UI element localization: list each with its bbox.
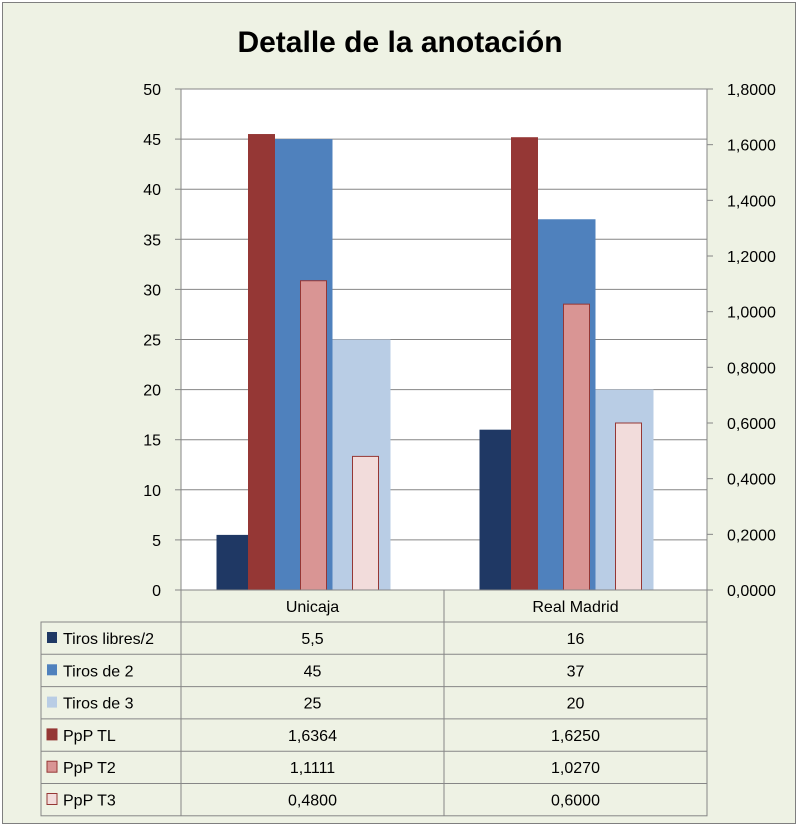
legend-swatch [46,760,58,773]
y-right-tick-label: 0,4000 [727,472,776,489]
y-right-tick-label: 1,6000 [727,138,776,155]
legend-swatch [47,632,57,643]
data-table: Unicaja Real Madrid Tiros libres/2 5,5 16 Tir… [40,589,708,817]
y-left-tick-label: 20 [143,383,161,400]
legend-swatch [47,696,57,708]
data-label: 1,6250 [551,728,600,745]
legend-label: Tiros de 2 [63,663,134,680]
y-left-tick-label: 0 [152,583,161,600]
data-label: 1,1111 [290,760,335,777]
legend-label: PpP T3 [63,793,116,810]
data-label: 0,6000 [551,793,600,810]
bar [511,137,538,591]
y-right-tick-label: 0,2000 [727,527,776,544]
y-right-tick-label: 1,0000 [727,305,776,322]
y-left-tick-label: 15 [143,433,161,450]
y-left-tick-label: 35 [143,232,161,249]
legend-label: PpP TL [63,728,116,745]
y-right-tick-label: 1,2000 [727,249,776,266]
data-label: 16 [567,631,585,648]
bar [300,280,327,591]
y-left-tick-label: 50 [143,82,161,99]
y-right-tick-label: 0,6000 [727,416,776,433]
data-label: 0,4800 [288,793,337,810]
data-label: 37 [567,663,585,680]
data-label: 5,5 [301,631,323,648]
data-label: 1,0270 [551,760,600,777]
data-label: 25 [304,696,322,713]
legend-swatch [46,793,58,805]
legend-label: PpP T2 [63,760,116,777]
bar [615,422,642,591]
legend-swatch [47,664,57,676]
y-right-tick-label: 0,8000 [727,360,776,377]
bar [352,455,379,591]
y-left-tick-label: 40 [143,182,161,199]
y-left-tick-label: 30 [143,282,161,299]
bar [248,134,275,591]
axes: 0 5 10 15 20 25 30 35 40 45 50 0,0000 0,2000 0,4000 0,… [143,82,776,600]
y-left-tick-label: 45 [143,132,161,149]
chart-title: Detalle de la anotación [237,26,562,59]
bars [216,134,654,591]
bar [563,303,590,591]
y-right-tick-label: 1,8000 [727,82,776,99]
y-right-tick-label: 1,4000 [727,193,776,210]
legend-label: Tiros de 3 [63,696,134,713]
category-label: Unicaja [286,599,339,616]
data-label: 1,6364 [288,728,337,745]
data-label: 45 [304,663,322,680]
category-label: Real Madrid [532,599,618,616]
legend-label: Tiros libres/2 [63,631,154,648]
y-left-tick-label: 25 [143,333,161,350]
legend-swatch [46,728,58,741]
data-label: 20 [567,696,585,713]
y-left-tick-label: 10 [143,483,161,500]
y-right-tick-label: 0,0000 [727,583,776,600]
y-left-tick-label: 5 [152,533,161,550]
